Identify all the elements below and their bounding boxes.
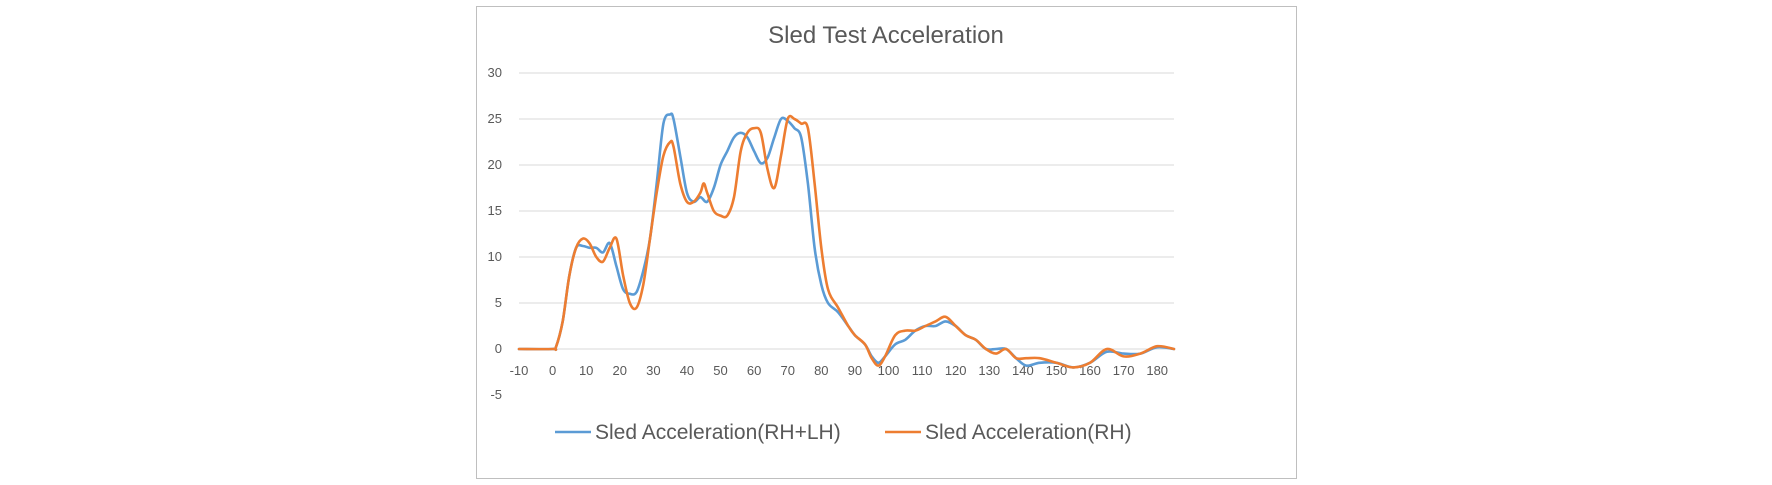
series-line-1 <box>517 112 1176 369</box>
gridlines <box>519 72 1174 350</box>
y-axis-ticks: -5 0 5 10 15 20 25 30 <box>488 65 502 402</box>
legend-label-2: Sled Acceleration(RH) <box>925 421 1132 444</box>
x-tick-label: 10 <box>579 363 593 378</box>
x-tick-label: 130 <box>978 363 1000 378</box>
x-tick-label: 150 <box>1046 363 1068 378</box>
y-tick-label: 20 <box>488 157 502 172</box>
x-tick-label: 80 <box>814 363 828 378</box>
y-tick-label: 15 <box>488 203 502 218</box>
x-tick-label: 50 <box>713 363 727 378</box>
y-tick-label: 25 <box>488 111 502 126</box>
x-tick-label: 110 <box>912 363 933 378</box>
x-tick-label: 0 <box>549 363 556 378</box>
legend: Sled Acceleration(RH+LH) Sled Acceleratio… <box>555 421 1132 444</box>
x-tick-label: 90 <box>848 363 862 378</box>
x-tick-label: 180 <box>1146 363 1168 378</box>
x-tick-label: 20 <box>613 363 627 378</box>
y-tick-label: 5 <box>495 295 502 310</box>
x-tick-label: 160 <box>1079 363 1101 378</box>
x-tick-label: 30 <box>646 363 660 378</box>
x-tick-label: 40 <box>680 363 694 378</box>
series-lines <box>517 112 1176 369</box>
chart-frame: Sled Test Acceleration -5 0 5 10 15 20 25 30 -1… <box>476 6 1297 479</box>
x-tick-label: 60 <box>747 363 761 378</box>
series-line-2 <box>517 114 1176 369</box>
chart-svg: Sled Test Acceleration -5 0 5 10 15 20 25 30 -1… <box>488 22 1176 444</box>
y-tick-label: 0 <box>495 341 502 356</box>
x-tick-label: 120 <box>945 363 967 378</box>
legend-label-1: Sled Acceleration(RH+LH) <box>595 421 841 444</box>
x-tick-label: 70 <box>780 363 794 378</box>
x-tick-label: -10 <box>510 363 529 378</box>
y-tick-label: 30 <box>488 65 502 80</box>
x-tick-label: 170 <box>1113 363 1135 378</box>
x-axis-ticks: -10 0 10 20 30 40 50 60 70 80 90 100 110 120 130 140 150… <box>510 363 1168 378</box>
chart-title: Sled Test Acceleration <box>768 22 1004 49</box>
x-tick-label: 100 <box>878 363 900 378</box>
y-tick-label: -5 <box>490 387 502 402</box>
y-tick-label: 10 <box>488 249 502 264</box>
